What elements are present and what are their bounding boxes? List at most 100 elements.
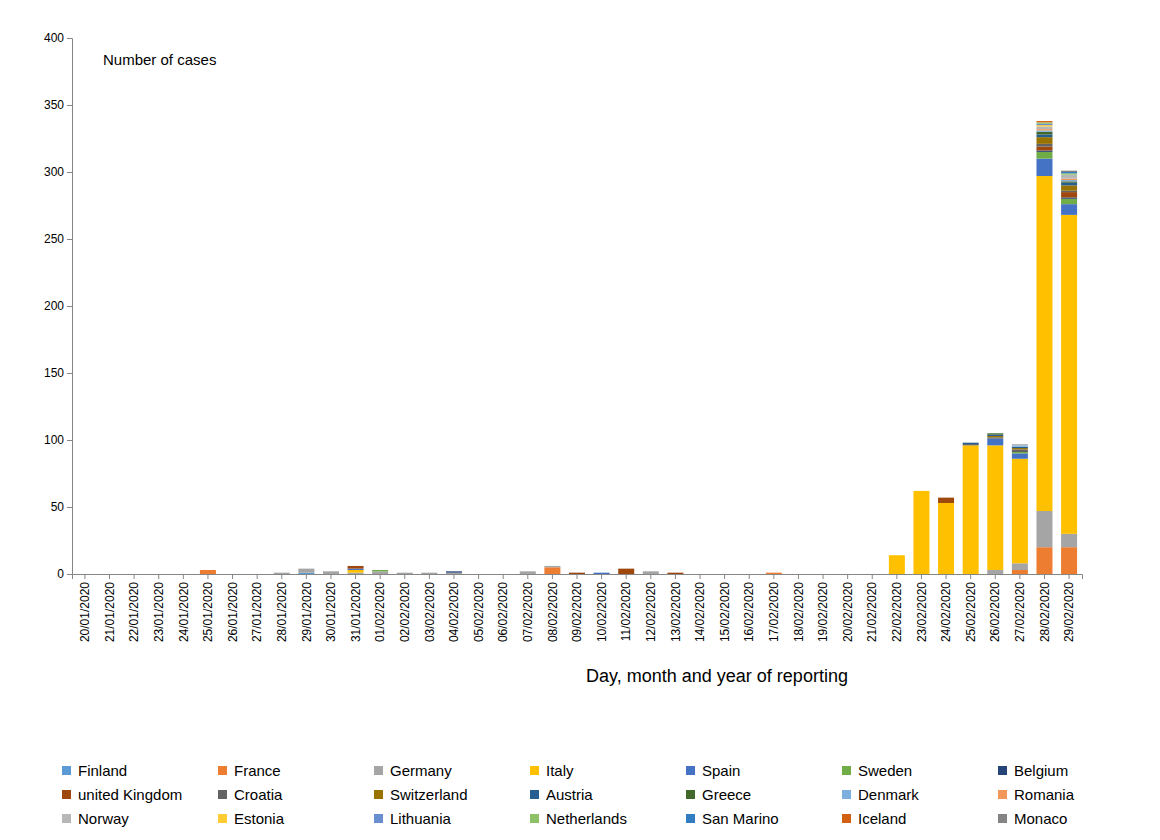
bar	[963, 445, 979, 574]
bar	[963, 442, 979, 443]
x-tick-label: 14/02/2020	[693, 582, 707, 642]
bar	[1036, 124, 1052, 125]
x-tick-mark	[527, 574, 528, 579]
bar	[274, 572, 290, 573]
bar	[397, 573, 413, 574]
bar	[815, 574, 831, 575]
bar	[1061, 547, 1077, 574]
bar	[643, 571, 659, 572]
bar	[766, 572, 782, 573]
series	[1012, 130, 1077, 446]
bar	[766, 572, 782, 573]
x-tick: 10/02/2020	[595, 574, 609, 642]
bar	[348, 565, 364, 566]
x-tick-mark	[921, 574, 922, 579]
x-tick-mark	[306, 574, 307, 579]
bar	[938, 497, 954, 498]
bar	[446, 571, 462, 572]
bar	[963, 444, 979, 445]
x-tick: 13/02/2020	[669, 574, 683, 642]
bar	[963, 442, 979, 443]
bar	[938, 498, 954, 503]
bar	[225, 574, 241, 575]
bar	[495, 574, 511, 575]
bar	[151, 574, 167, 575]
bar	[913, 490, 929, 491]
bar	[200, 569, 216, 570]
bar	[1012, 459, 1028, 564]
bar	[987, 435, 1003, 436]
y-tick-mark	[67, 172, 72, 173]
y-tick-mark	[67, 440, 72, 441]
bar	[544, 565, 560, 566]
bar	[372, 569, 388, 570]
bar	[151, 574, 167, 575]
bar	[372, 569, 388, 570]
x-tick-label: 25/01/2020	[201, 582, 215, 642]
bar	[987, 433, 1003, 434]
bar	[963, 444, 979, 445]
bar	[495, 574, 511, 575]
x-tick-label: 01/02/2020	[373, 582, 387, 642]
bar	[717, 574, 733, 575]
bar	[323, 571, 339, 572]
bar	[151, 574, 167, 575]
bar	[298, 568, 314, 569]
bar	[569, 574, 585, 575]
bar	[1036, 122, 1052, 123]
bar	[618, 568, 634, 569]
bar	[643, 571, 659, 572]
x-tick-label: 20/01/2020	[78, 582, 92, 642]
x-tick-mark	[872, 574, 873, 579]
bar	[397, 574, 413, 575]
bar	[864, 574, 880, 575]
bar	[692, 574, 708, 575]
legend-swatch	[374, 766, 383, 775]
bar	[520, 571, 536, 572]
bar	[471, 574, 487, 575]
bar	[692, 574, 708, 575]
bar	[987, 433, 1003, 434]
bar	[1061, 534, 1077, 547]
legend-label: united Kingdom	[78, 786, 182, 803]
bar	[840, 574, 856, 575]
bar	[446, 574, 462, 575]
bar	[126, 574, 142, 575]
bar	[1012, 453, 1028, 458]
bar	[421, 572, 437, 573]
bar	[594, 572, 610, 573]
bar	[225, 574, 241, 575]
bar	[1036, 176, 1052, 511]
series	[987, 132, 1077, 435]
x-tick-mark	[601, 574, 602, 579]
bar	[1061, 185, 1077, 190]
bar	[987, 433, 1003, 434]
legend-item: Austria	[530, 786, 593, 803]
bar	[446, 573, 462, 574]
x-tick: 09/02/2020	[570, 574, 584, 642]
bar	[471, 574, 487, 575]
bar	[790, 574, 806, 575]
bar	[864, 574, 880, 575]
bar	[766, 572, 782, 573]
bar	[766, 572, 782, 573]
bar	[840, 574, 856, 575]
bar	[717, 574, 733, 575]
bar	[667, 572, 683, 573]
bar	[544, 565, 560, 566]
bar	[446, 571, 462, 572]
bar	[200, 569, 216, 570]
bar	[741, 574, 757, 575]
x-tick-mark	[232, 574, 233, 579]
x-tick: 20/02/2020	[841, 574, 855, 642]
bar	[471, 574, 487, 575]
bar	[667, 572, 683, 573]
bar	[987, 436, 1003, 437]
bar	[323, 571, 339, 572]
bar	[200, 569, 216, 570]
bar	[667, 574, 683, 575]
x-tick-label: 09/02/2020	[570, 582, 584, 642]
bar	[1061, 215, 1077, 534]
bar	[298, 568, 314, 569]
bar	[913, 490, 929, 491]
